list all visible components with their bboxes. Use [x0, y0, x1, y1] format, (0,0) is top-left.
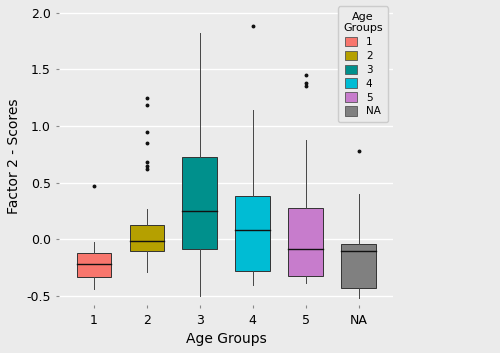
Bar [342, 244, 376, 288]
Bar [76, 253, 111, 277]
Bar [182, 157, 217, 249]
Y-axis label: Factor 2 - Scores: Factor 2 - Scores [7, 98, 21, 214]
Bar [288, 208, 323, 276]
X-axis label: Age Groups: Age Groups [186, 332, 266, 346]
Bar [236, 196, 270, 271]
Bar [130, 225, 164, 251]
Legend: 1, 2, 3, 4, 5, NA: 1, 2, 3, 4, 5, NA [338, 6, 388, 122]
